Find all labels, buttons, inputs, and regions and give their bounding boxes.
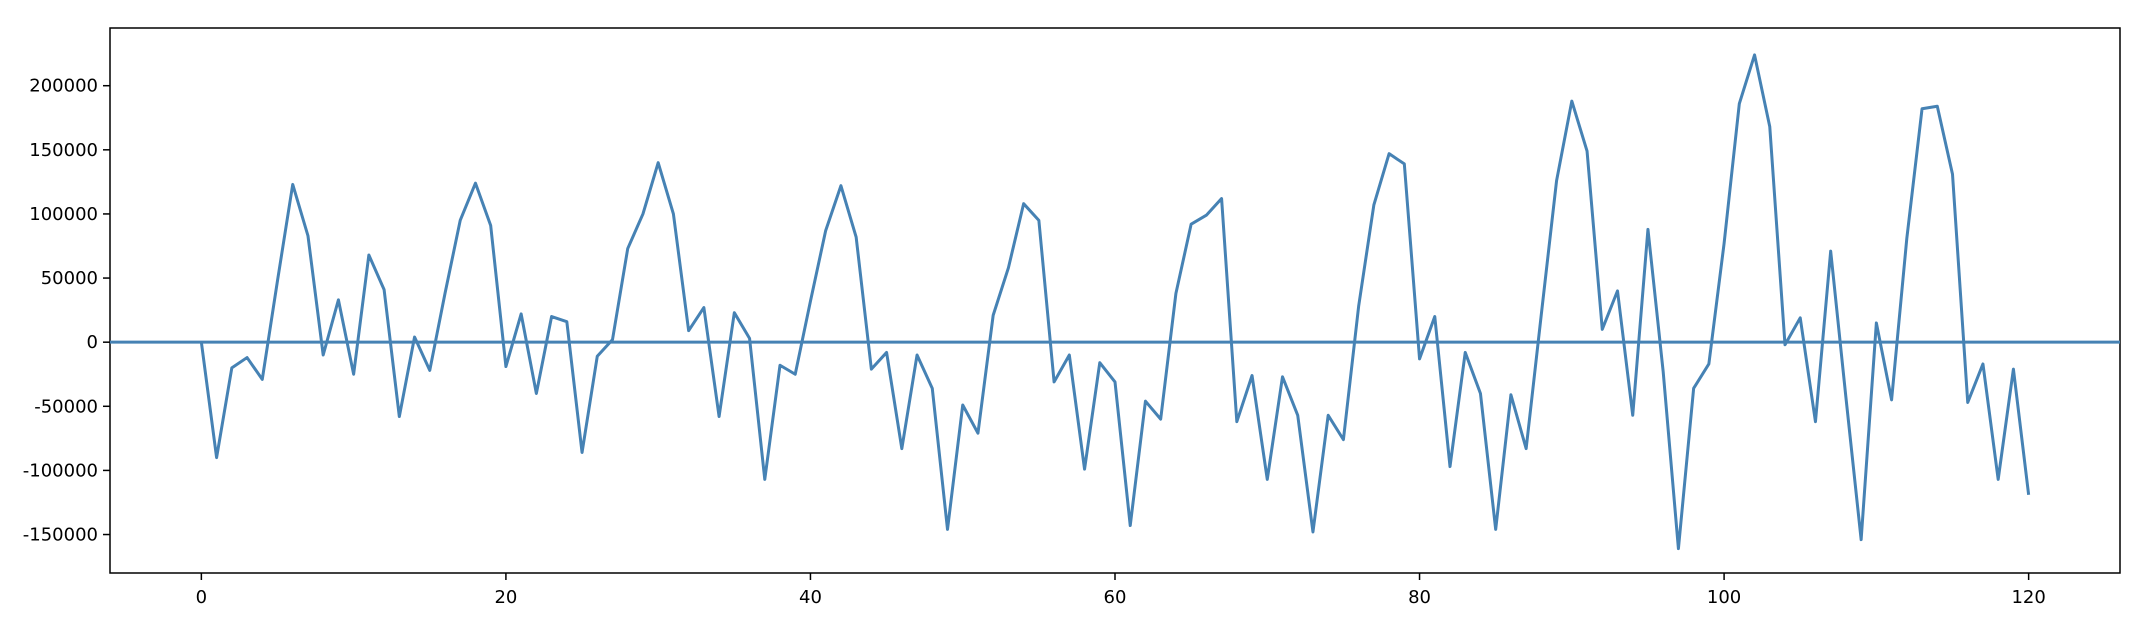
y-tick-label: 100000 xyxy=(29,204,98,225)
series-line xyxy=(199,53,2031,551)
y-tick-label: 0 xyxy=(87,332,98,353)
y-tick-label: -150000 xyxy=(23,525,98,546)
x-tick-label: 20 xyxy=(494,587,517,608)
x-tick-label: 100 xyxy=(1707,587,1741,608)
ticks-layer: 0 20 40 60 80 100 120 -150000 -100000 -50000 0 5000… xyxy=(23,76,2046,608)
x-tick-label: 60 xyxy=(1104,587,1127,608)
x-tick-label: 40 xyxy=(799,587,822,608)
x-tick-label: 120 xyxy=(2011,587,2045,608)
y-tick-label: 200000 xyxy=(29,76,98,97)
y-tick-label: -50000 xyxy=(34,396,98,417)
x-tick-label: 0 xyxy=(196,587,207,608)
x-tick-label: 80 xyxy=(1408,587,1431,608)
y-tick-label: 50000 xyxy=(41,268,98,289)
plot-area xyxy=(109,27,2121,574)
y-tick-label: -100000 xyxy=(23,460,98,481)
y-tick-label: 150000 xyxy=(29,140,98,161)
